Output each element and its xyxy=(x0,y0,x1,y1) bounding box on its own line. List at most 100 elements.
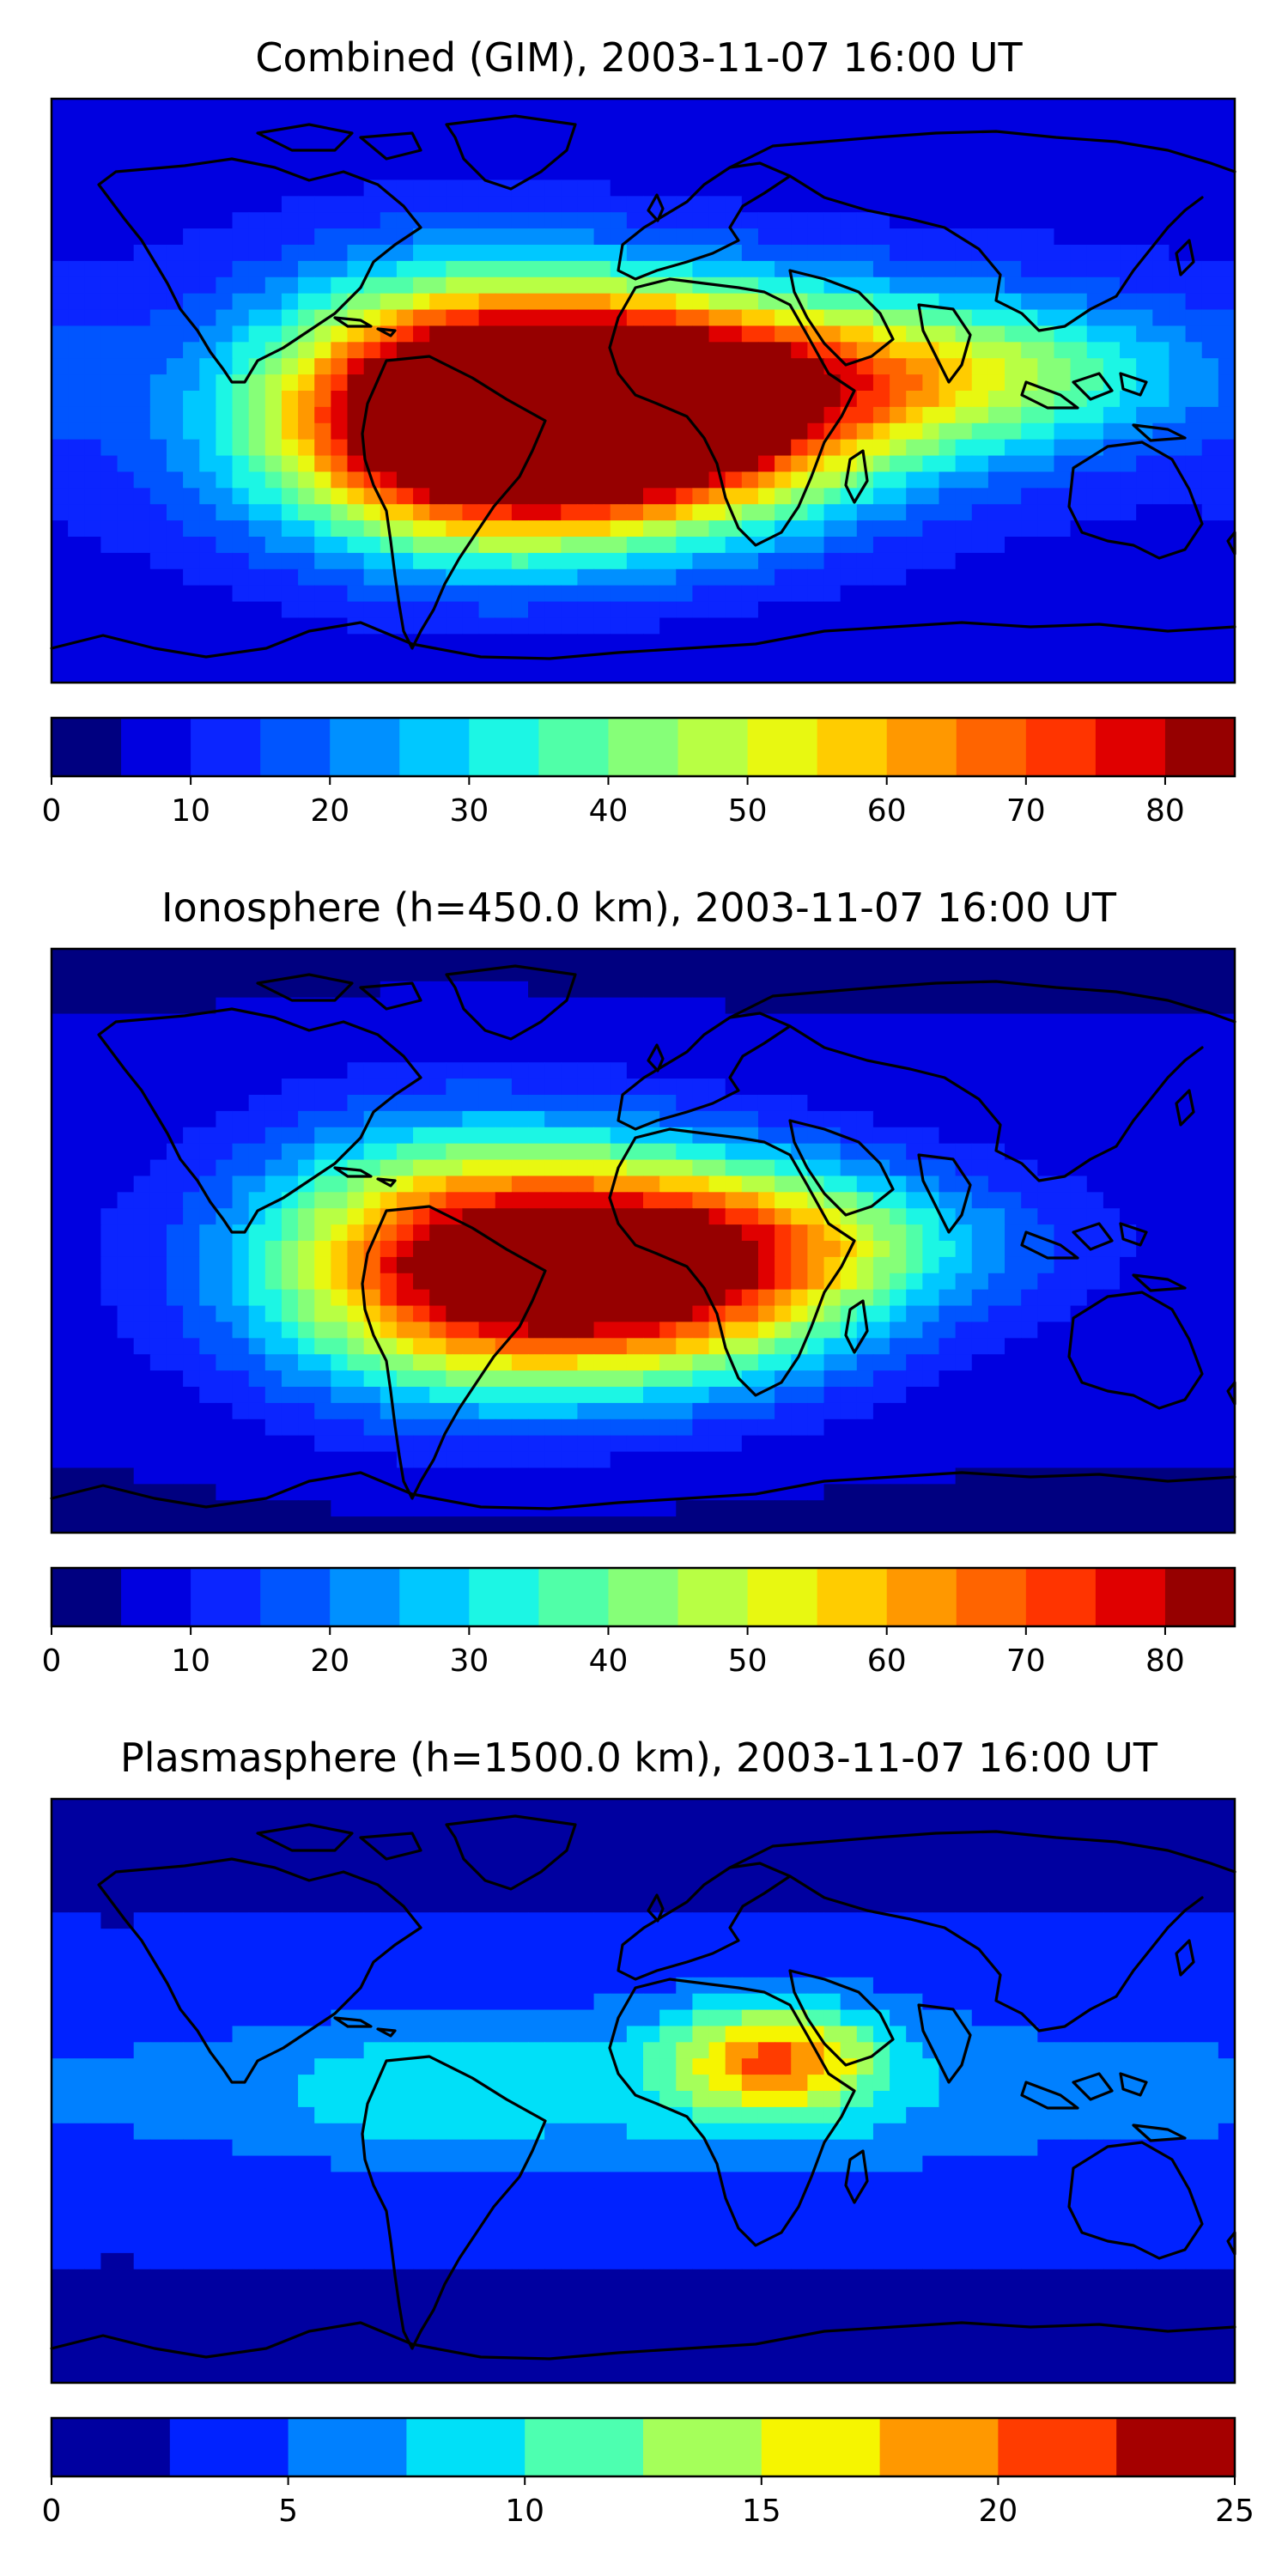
heatmap-cell xyxy=(1054,1127,1072,1145)
heatmap-cell xyxy=(413,342,430,359)
heatmap-cell xyxy=(298,1013,315,1031)
heatmap-cell xyxy=(922,99,940,116)
heatmap-cell xyxy=(955,358,973,375)
heatmap-cell xyxy=(1103,163,1121,181)
heatmap-cell xyxy=(216,1110,234,1128)
heatmap-cell xyxy=(872,293,890,311)
heatmap-cell xyxy=(1201,196,1219,213)
heatmap-cell xyxy=(68,228,85,246)
heatmap-cell xyxy=(199,1046,216,1063)
heatmap-cell xyxy=(462,964,480,982)
heatmap-cell xyxy=(216,276,234,295)
heatmap-cell xyxy=(511,634,529,651)
heatmap-cell xyxy=(100,212,118,229)
heatmap-cell xyxy=(561,1467,579,1485)
heatmap-cell xyxy=(1136,997,1153,1015)
heatmap-cell xyxy=(561,504,579,521)
heatmap-cell xyxy=(495,1110,513,1128)
heatmap-cell xyxy=(511,1387,529,1404)
heatmap-cell xyxy=(1070,212,1088,229)
heatmap-cell xyxy=(429,1143,447,1161)
heatmap-cell xyxy=(757,1224,775,1242)
heatmap-cell xyxy=(1201,325,1219,343)
heatmap-cell xyxy=(429,325,447,343)
heatmap-cell xyxy=(1152,1110,1170,1128)
heatmap-cell xyxy=(248,617,266,635)
heatmap-cell xyxy=(495,1402,513,1420)
heatmap-cell xyxy=(1152,1273,1170,1291)
heatmap-cell xyxy=(1054,99,1072,116)
heatmap-cell xyxy=(922,260,940,278)
heatmap-cell xyxy=(446,293,464,311)
heatmap-cell xyxy=(511,163,529,181)
heatmap-cell xyxy=(840,309,858,327)
heatmap-cell xyxy=(149,1208,167,1225)
heatmap-cell xyxy=(626,179,644,197)
heatmap-cell xyxy=(478,1176,496,1193)
heatmap-cell xyxy=(149,114,167,132)
heatmap-cell xyxy=(1021,147,1038,165)
heatmap-cell xyxy=(100,196,118,213)
heatmap-cell xyxy=(1120,293,1137,311)
heatmap-cell xyxy=(232,1062,250,1079)
heatmap-cell xyxy=(166,488,184,505)
heatmap-cell xyxy=(248,1467,266,1485)
heatmap-cell xyxy=(659,1143,677,1161)
heatmap-cell xyxy=(741,325,759,343)
heatmap-cell xyxy=(1037,568,1055,586)
heatmap-cell xyxy=(429,228,447,246)
heatmap-cell xyxy=(791,1419,808,1437)
heatmap-cell xyxy=(298,504,315,521)
heatmap-cell xyxy=(133,358,151,375)
heatmap-cell xyxy=(363,1256,381,1274)
heatmap-cell xyxy=(692,1289,710,1307)
heatmap-cell xyxy=(922,1241,940,1258)
heatmap-cell xyxy=(84,1224,102,1242)
heatmap-cell xyxy=(741,981,759,999)
heatmap-cell xyxy=(577,1208,595,1225)
heatmap-cell xyxy=(577,196,595,213)
heatmap-cell xyxy=(610,1289,628,1307)
heatmap-cell xyxy=(890,260,907,278)
heatmap-cell xyxy=(643,634,660,651)
heatmap-cell xyxy=(939,1030,957,1047)
heatmap-cell xyxy=(1086,179,1104,197)
heatmap-cell xyxy=(511,1321,529,1339)
heatmap-cell xyxy=(561,163,579,181)
heatmap-cell xyxy=(1103,1030,1121,1047)
heatmap-cell xyxy=(117,439,135,457)
heatmap-cell xyxy=(133,1354,151,1371)
heatmap-cell xyxy=(1136,163,1153,181)
heatmap-cell xyxy=(68,1241,85,1258)
heatmap-cell xyxy=(1136,131,1153,149)
heatmap-cell xyxy=(643,537,660,554)
heatmap-cell xyxy=(429,1370,447,1388)
heatmap-cell xyxy=(906,1159,923,1177)
heatmap-cell xyxy=(840,1273,858,1291)
heatmap-cell xyxy=(232,439,250,457)
heatmap-cell xyxy=(1086,997,1104,1015)
heatmap-cell xyxy=(429,1273,447,1291)
heatmap-cell xyxy=(413,406,430,424)
heatmap-cell xyxy=(380,1192,398,1209)
heatmap-cell xyxy=(232,163,250,181)
heatmap-cell xyxy=(692,585,710,603)
heatmap-cell xyxy=(708,131,726,149)
heatmap-cell xyxy=(939,439,957,457)
heatmap-cell xyxy=(676,1419,694,1437)
heatmap-cell xyxy=(363,1289,381,1307)
heatmap-cell xyxy=(149,1451,167,1469)
heatmap-cell xyxy=(314,1256,331,1274)
heatmap-cell xyxy=(1120,1354,1137,1371)
heatmap-cell xyxy=(971,131,989,149)
heatmap-cell xyxy=(922,406,940,424)
heatmap-cell xyxy=(643,131,660,149)
heatmap-cell xyxy=(593,374,611,392)
heatmap-cell xyxy=(117,196,135,213)
heatmap-cell xyxy=(676,949,694,966)
heatmap-cell xyxy=(216,568,234,586)
heatmap-cell xyxy=(593,1370,611,1388)
heatmap-cell xyxy=(380,568,398,586)
heatmap-cell xyxy=(1021,1013,1038,1031)
heatmap-cell xyxy=(676,1030,694,1047)
